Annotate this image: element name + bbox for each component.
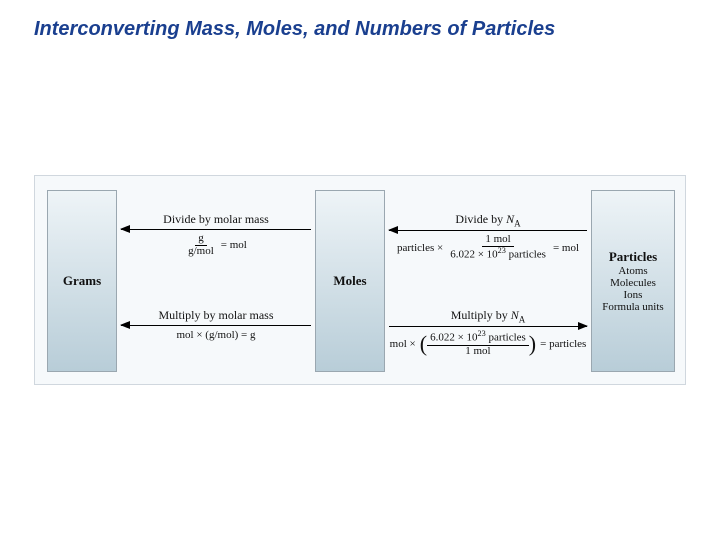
box-particles: Particles Atoms Molecules Ions Formula u…: [591, 190, 675, 372]
caption-pre: Divide by: [455, 212, 506, 226]
caption-pre: Multiply by: [451, 308, 511, 322]
caption-sym: N: [511, 308, 519, 322]
formula-result: = mol: [221, 239, 247, 251]
box-moles: Moles: [315, 190, 385, 372]
arrow-left-icon: [121, 229, 311, 230]
den-pre: 6.022 × 10: [450, 249, 497, 261]
box-grams-label: Grams: [63, 273, 101, 289]
caption-multiply-molar-mass: Multiply by molar mass: [159, 308, 274, 323]
frac-den: 1 mol: [462, 346, 493, 358]
page-title: Interconverting Mass, Moles, and Numbers…: [34, 18, 555, 41]
num-post: particles: [486, 332, 526, 344]
arrow-left-icon: [389, 230, 587, 231]
frac-den: g/mol: [185, 246, 217, 258]
num-sup: 23: [478, 329, 486, 338]
caption-divide-na: Divide by NA: [455, 212, 520, 228]
caption-multiply-na: Multiply by NA: [451, 308, 526, 324]
frac-num: 6.022 × 1023 particles: [427, 330, 529, 345]
caption-sym: N: [506, 212, 514, 226]
arrow-grams-to-moles: Divide by molar mass g g/mol = mol: [121, 212, 311, 257]
formula-lead: particles ×: [397, 242, 443, 254]
box-particles-sub-0: Atoms: [618, 265, 647, 277]
arrow-moles-to-particles: Multiply by NA mol × ( 6.022 × 1023 part…: [389, 308, 587, 357]
box-particles-sub-2: Ions: [624, 289, 643, 301]
formula-result: = particles: [540, 338, 586, 350]
den-post: particles: [506, 249, 546, 261]
formula-g-over-gmol: g g/mol = mol: [185, 233, 247, 257]
paren-open: (: [420, 333, 427, 355]
arrow-moles-to-grams: Multiply by molar mass mol × (g/mol) = g: [121, 308, 311, 341]
formula-lead: mol ×: [390, 338, 416, 350]
num-pre: 6.022 × 10: [430, 332, 477, 344]
box-grams: Grams: [47, 190, 117, 372]
caption-sub: A: [514, 218, 521, 228]
den-sup: 23: [498, 246, 506, 255]
frac-num: g: [195, 233, 207, 246]
arrow-left-icon: [121, 325, 311, 326]
caption-sub: A: [519, 314, 526, 324]
box-particles-sub-1: Molecules: [610, 277, 656, 289]
formula-mol-times-gmol: mol × (g/mol) = g: [176, 329, 255, 341]
box-moles-label: Moles: [333, 273, 366, 289]
conversion-diagram: Grams Moles Particles Atoms Molecules Io…: [34, 175, 686, 385]
formula-result: = mol: [553, 242, 579, 254]
arrow-particles-to-moles: Divide by NA particles × 1 mol 6.022 × 1…: [389, 212, 587, 261]
caption-divide-molar-mass: Divide by molar mass: [163, 212, 269, 227]
paren-close: ): [529, 333, 536, 355]
formula-particles-to-mol: particles × 1 mol 6.022 × 1023 particles…: [397, 234, 579, 261]
frac-den: 6.022 × 1023 particles: [447, 247, 549, 261]
box-particles-label: Particles: [609, 249, 657, 265]
arrow-right-icon: [389, 326, 587, 327]
box-particles-sub-3: Formula units: [602, 301, 663, 313]
formula-expr: mol × (g/mol) = g: [176, 329, 255, 341]
formula-mol-to-particles: mol × ( 6.022 × 1023 particles 1 mol ) =…: [390, 330, 587, 357]
